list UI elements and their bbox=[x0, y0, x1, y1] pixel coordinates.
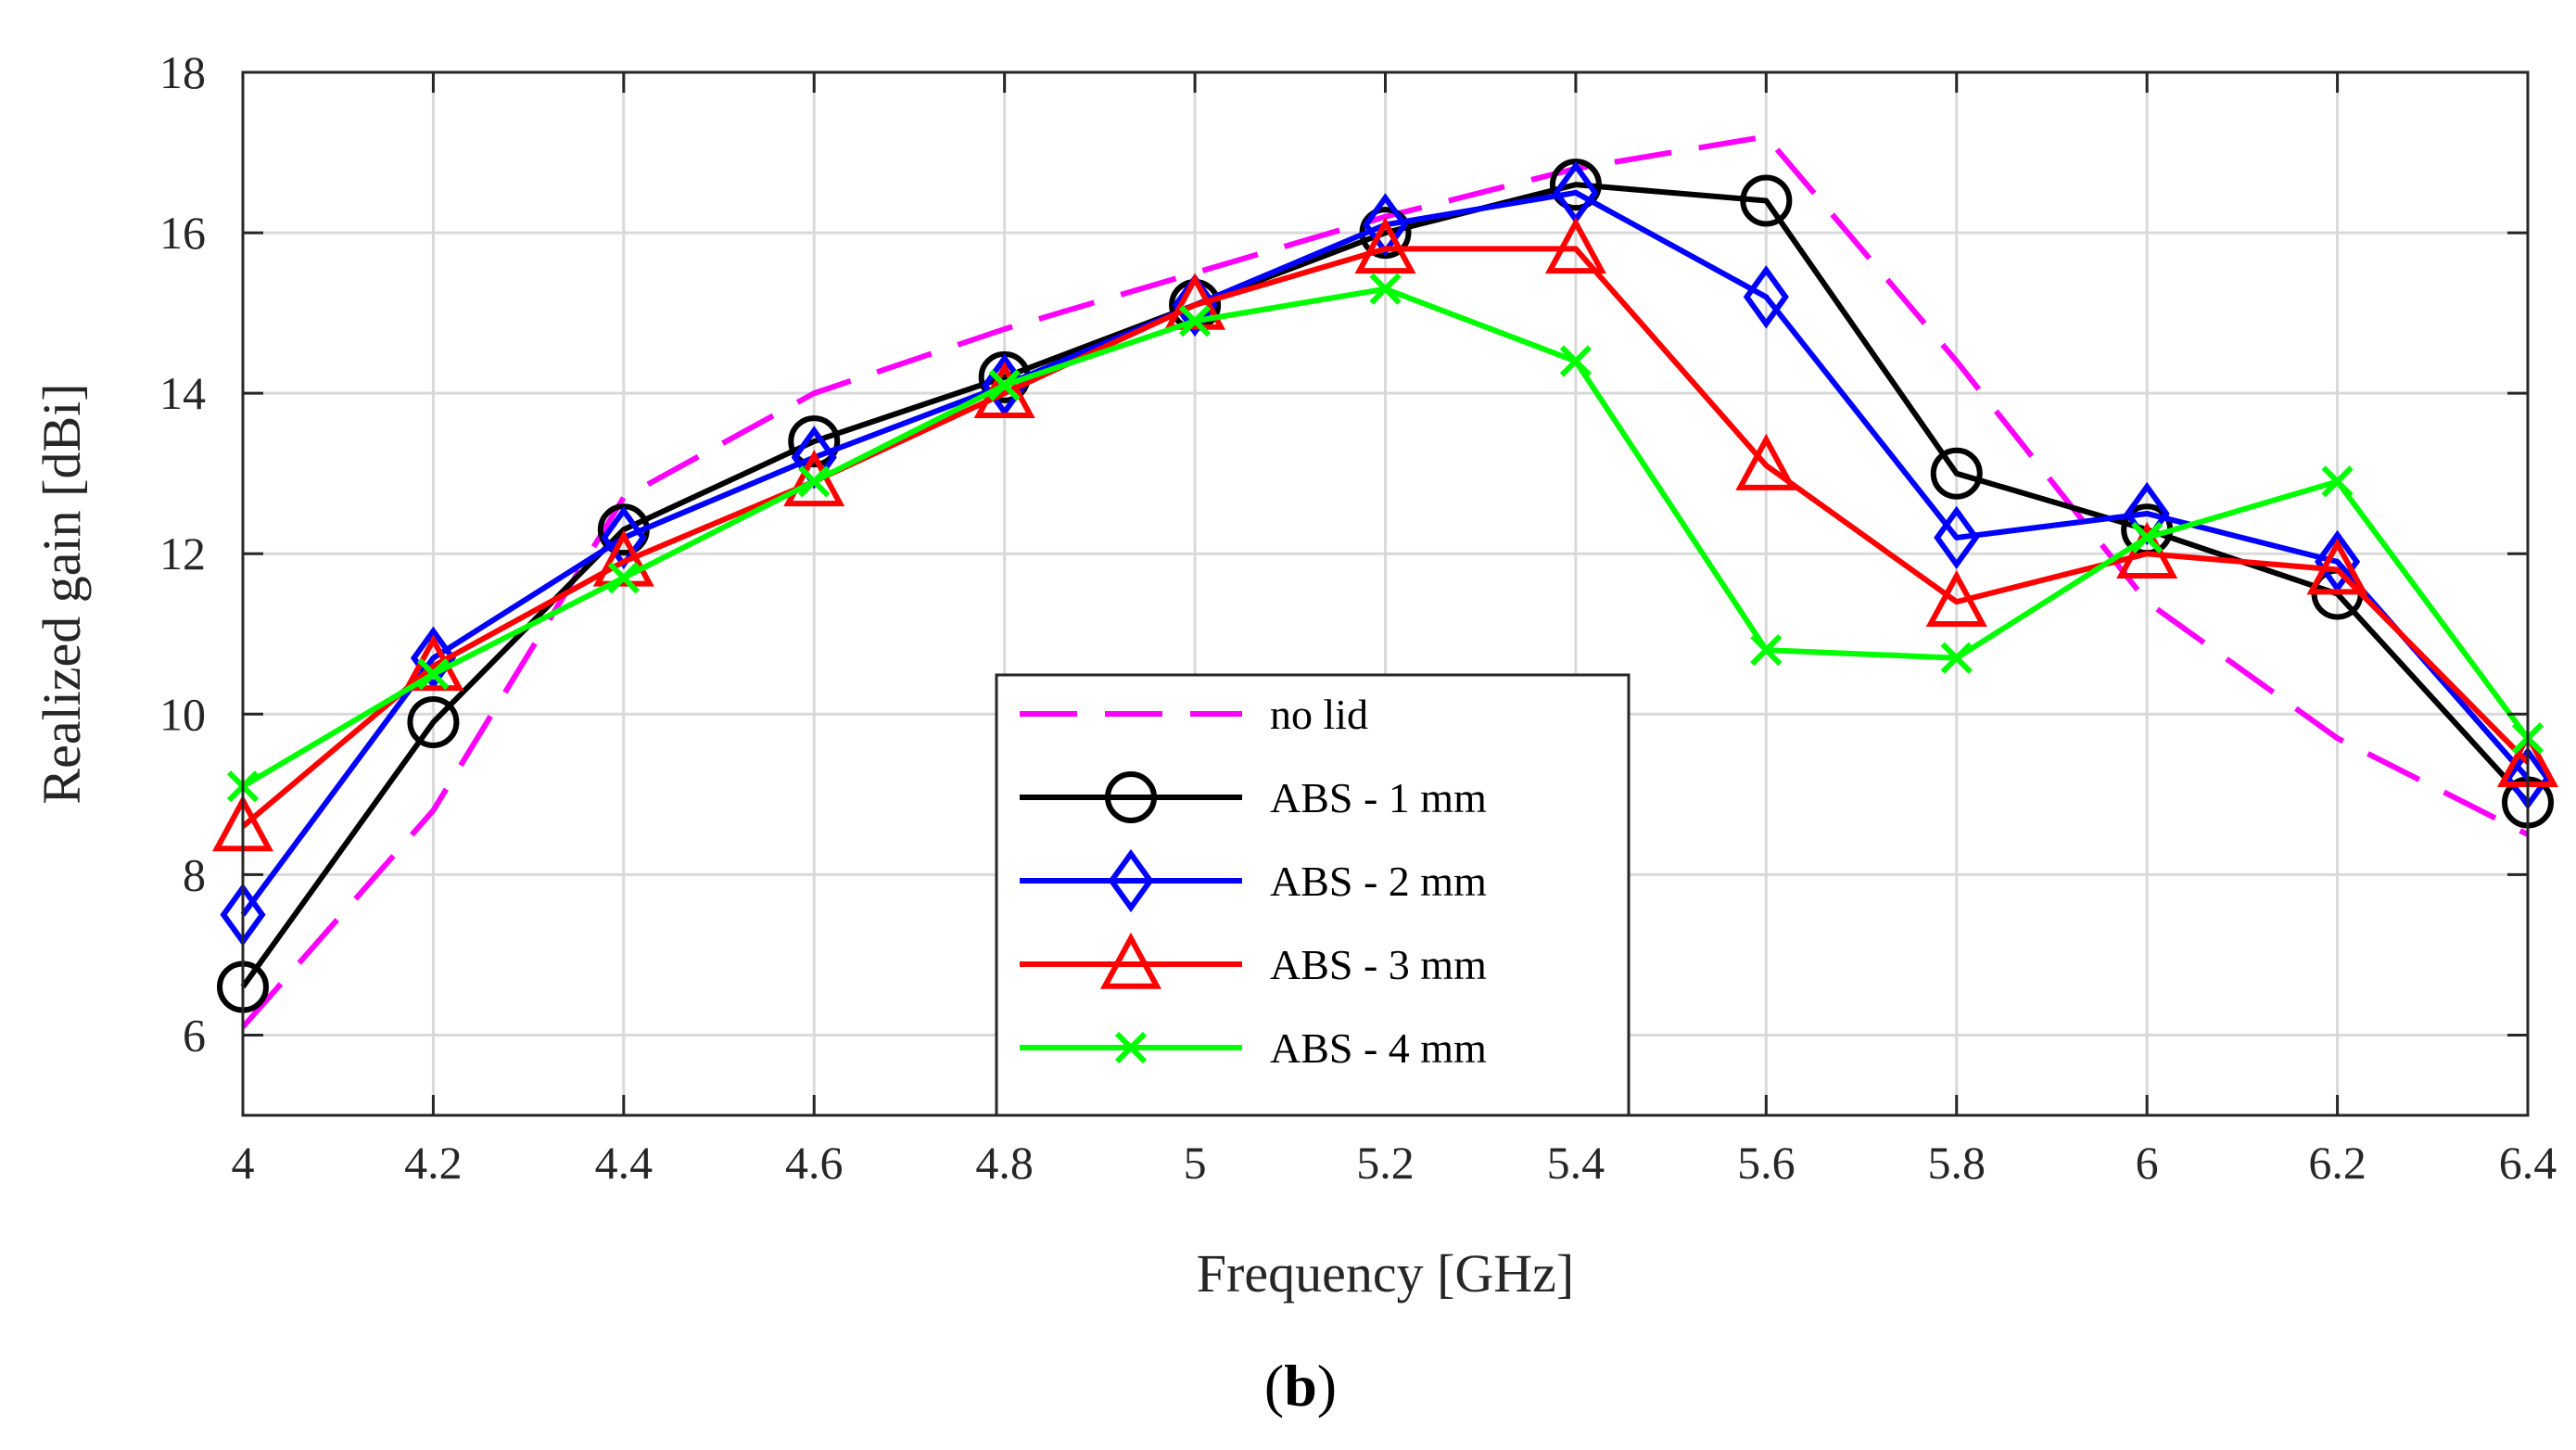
x-tick-label: 4.8 bbox=[975, 1137, 1034, 1189]
legend-item: ABS - 1 mm bbox=[1020, 771, 1487, 823]
y-tick-label: 8 bbox=[183, 848, 206, 900]
x-axis-label: Frequency [GHz] bbox=[1197, 1243, 1574, 1304]
data-point bbox=[788, 415, 841, 468]
data-series bbox=[211, 134, 2559, 1029]
y-tick-label: 18 bbox=[159, 46, 206, 98]
series-line bbox=[240, 134, 2530, 1029]
data-point bbox=[988, 369, 1021, 401]
data-point bbox=[1743, 265, 1789, 329]
legend-item: no lid bbox=[1020, 691, 1368, 738]
data-point bbox=[798, 465, 831, 498]
panel-label-close: ) bbox=[1317, 1353, 1337, 1418]
y-axis-label: Realized gain [dBi] bbox=[32, 383, 92, 804]
data-point bbox=[1544, 217, 1606, 274]
data-point bbox=[410, 626, 456, 690]
x-tick-label: 5 bbox=[1184, 1137, 1207, 1189]
data-point bbox=[1735, 433, 1797, 490]
data-point bbox=[1925, 569, 1987, 627]
legend-marker bbox=[1105, 771, 1157, 823]
panel-label: (b) bbox=[1264, 1353, 1337, 1418]
x-tick-label: 6 bbox=[2136, 1137, 2159, 1189]
data-point bbox=[1930, 447, 1983, 500]
legend-marker bbox=[1108, 848, 1154, 913]
x-tick-label: 4.2 bbox=[404, 1137, 463, 1189]
y-tick-label: 16 bbox=[159, 207, 206, 259]
data-point bbox=[1369, 273, 1402, 305]
series-abs-4-mm bbox=[226, 273, 2544, 803]
data-point bbox=[1559, 345, 1593, 377]
legend-label: ABS - 3 mm bbox=[1270, 941, 1487, 988]
data-point bbox=[2306, 538, 2368, 595]
data-point bbox=[783, 450, 845, 507]
data-point bbox=[1740, 174, 1793, 227]
data-point bbox=[407, 695, 460, 748]
y-tick-label: 14 bbox=[159, 367, 206, 419]
legend-item: ABS - 2 mm bbox=[1020, 848, 1487, 913]
x-tick-label: 5.4 bbox=[1547, 1137, 1605, 1189]
x-tick-label: 4.6 bbox=[785, 1137, 844, 1189]
data-point bbox=[607, 562, 640, 594]
legend-item: ABS - 3 mm bbox=[1020, 932, 1487, 989]
y-tick-label: 12 bbox=[159, 528, 206, 579]
legend-label: ABS - 4 mm bbox=[1270, 1024, 1487, 1072]
data-point bbox=[1940, 642, 1973, 674]
legend-item: ABS - 4 mm bbox=[1020, 1024, 1487, 1072]
y-tick-label: 6 bbox=[183, 1009, 206, 1061]
x-tick-label: 4 bbox=[232, 1137, 255, 1189]
data-point bbox=[1172, 273, 1218, 337]
x-tick-label: 6.4 bbox=[2499, 1137, 2557, 1189]
x-tick-label: 5.2 bbox=[1356, 1137, 1415, 1189]
legend: no lid ABS - 1 mm ABS - 2 mm ABS - 3 mm ABS … bbox=[995, 673, 1631, 1117]
legend-label: ABS - 2 mm bbox=[1270, 858, 1487, 905]
legend-marker bbox=[1099, 932, 1162, 989]
x-tick-label: 4.4 bbox=[595, 1137, 654, 1189]
panel-label-letter: b bbox=[1284, 1353, 1317, 1418]
data-point bbox=[1934, 505, 1980, 570]
legend-label: no lid bbox=[1270, 691, 1368, 738]
legend-box bbox=[995, 673, 1631, 1117]
x-tick-label: 6.2 bbox=[2308, 1137, 2367, 1189]
legend-label: ABS - 1 mm bbox=[1270, 774, 1487, 821]
series-line bbox=[241, 246, 2531, 829]
data-point bbox=[2131, 521, 2164, 554]
y-tick-label: 10 bbox=[159, 688, 206, 740]
data-point bbox=[982, 353, 1028, 417]
series-abs-3-mm bbox=[211, 217, 2559, 852]
x-tick-label: 5.8 bbox=[1928, 1137, 1986, 1189]
series-no-lid bbox=[240, 134, 2530, 1029]
data-point bbox=[1354, 217, 1416, 274]
legend-marker bbox=[1114, 1031, 1148, 1064]
data-point bbox=[2315, 529, 2361, 594]
data-point bbox=[1750, 633, 1783, 667]
data-point bbox=[417, 657, 450, 691]
panel-label-open: ( bbox=[1264, 1353, 1284, 1418]
data-point bbox=[592, 529, 654, 587]
data-point bbox=[1164, 273, 1226, 330]
x-tick-label: 5.6 bbox=[1737, 1137, 1796, 1189]
data-point bbox=[2321, 465, 2354, 498]
data-point bbox=[1178, 305, 1212, 337]
axis-ticks: 4 4.2 4.4 4.6 4.8 5 5.2 5.4 5.6 5.8 6 6.2 6.4 6 8 10 12 1… bbox=[159, 46, 2557, 1189]
